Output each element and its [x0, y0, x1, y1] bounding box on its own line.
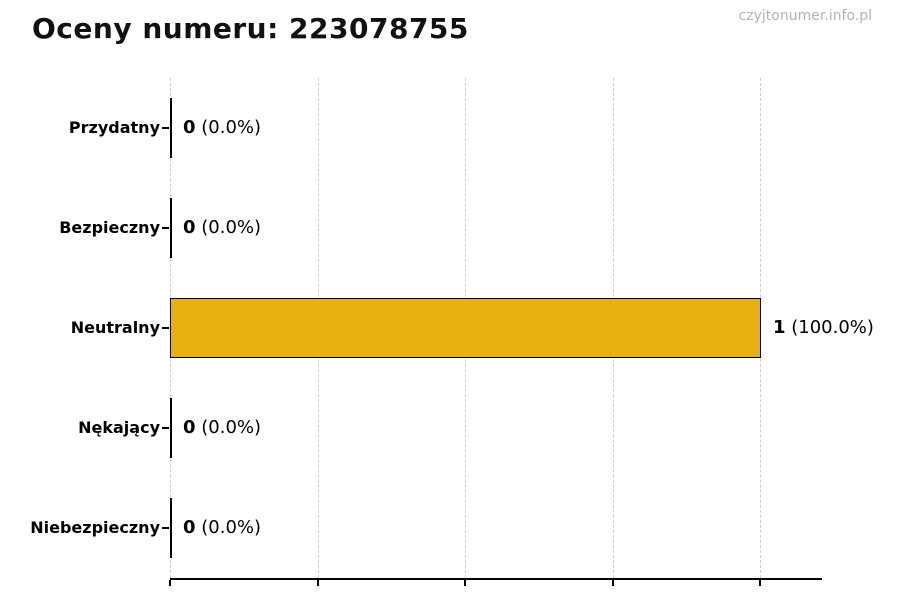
category-label-2: Bezpieczny [59, 218, 160, 237]
value-label-3: 1 (100.0%) [773, 317, 874, 339]
value-label-2: 0 (0.0%) [183, 217, 261, 239]
value-percent: (100.0%) [785, 317, 874, 338]
value-count: 0 [183, 417, 196, 438]
value-percent: (0.0%) [195, 417, 262, 438]
value-percent: (0.0%) [195, 217, 262, 238]
value-count: 0 [183, 217, 196, 238]
value-percent: (0.0%) [195, 117, 262, 138]
plot-area [169, 78, 822, 586]
value-count: 0 [183, 117, 196, 138]
value-percent: (0.0%) [195, 517, 262, 538]
category-label-3: Neutralny [70, 318, 160, 337]
category-label-5: Niebezpieczny [30, 518, 160, 537]
value-label-5: 0 (0.0%) [183, 517, 261, 539]
y-axis-tick [162, 527, 169, 529]
x-axis [170, 578, 822, 580]
x-axis-tick [759, 580, 761, 586]
value-count: 0 [183, 517, 196, 538]
value-label-4: 0 (0.0%) [183, 417, 261, 439]
bar-3 [170, 298, 761, 358]
chart-title: Oceny numeru: 223078755 [32, 12, 469, 45]
x-axis-tick [169, 580, 171, 586]
y-axis-tick [162, 227, 169, 229]
x-axis-tick [464, 580, 466, 586]
category-label-1: Przydatny [68, 118, 160, 137]
zero-bar-4 [170, 398, 172, 458]
zero-bar-5 [170, 498, 172, 558]
zero-bar-2 [170, 198, 172, 258]
value-label-1: 0 (0.0%) [183, 117, 261, 139]
y-axis-tick [162, 327, 169, 329]
zero-bar-1 [170, 98, 172, 158]
y-axis-tick [162, 427, 169, 429]
x-axis-tick [612, 580, 614, 586]
value-count: 1 [773, 317, 786, 338]
x-axis-tick [317, 580, 319, 586]
y-axis-tick [162, 127, 169, 129]
watermark: czyjtonumer.info.pl [738, 8, 872, 24]
category-label-4: Nękający [78, 418, 160, 437]
